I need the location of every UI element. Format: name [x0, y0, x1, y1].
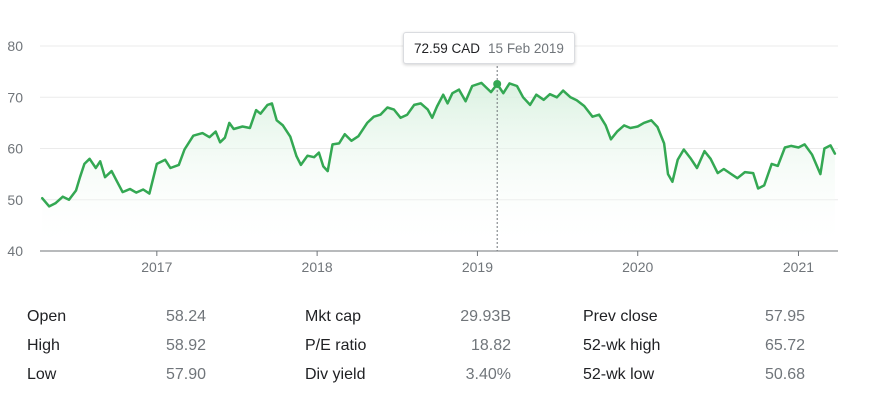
stat-label-prev-close: Prev close [583, 308, 658, 325]
stats-row: Low 57.90 Div yield 3.40% 52-wk low 50.6… [0, 360, 877, 389]
stat-label-52wk-low: 52-wk low [583, 366, 655, 383]
stats-row: Open 58.24 Mkt cap 29.93B Prev close 57.… [0, 302, 877, 331]
x-tick-label: 2019 [462, 259, 493, 275]
y-tick-label: 60 [7, 141, 23, 157]
stat-value-52wk-low: 50.68 [764, 366, 805, 383]
stat-label-open: Open [27, 308, 67, 325]
stock-chart[interactable]: 40 50 60 70 80 2017 2018 2019 2020 2021 [0, 0, 877, 290]
stats-row: High 58.92 P/E ratio 18.82 52-wk high 65… [0, 331, 877, 360]
tooltip-price: 72.59 CAD [414, 40, 481, 56]
stat-value-open: 58.24 [165, 308, 206, 325]
stat-label-low: Low [27, 366, 57, 383]
stat-value-div-yield: 3.40% [465, 366, 511, 383]
price-area-fill [42, 82, 835, 252]
tooltip-date: 15 Feb 2019 [488, 40, 564, 56]
stat-value-mkt-cap: 29.93B [460, 308, 511, 325]
y-tick-label: 70 [7, 89, 23, 105]
price-tooltip: 72.59 CAD 15 Feb 2019 [403, 32, 575, 64]
stats-table: Open 58.24 Mkt cap 29.93B Prev close 57.… [0, 300, 877, 400]
y-tick-label: 50 [7, 192, 23, 208]
stat-value-prev-close: 57.95 [764, 308, 805, 325]
stat-label-mkt-cap: Mkt cap [305, 308, 362, 325]
x-axis-ticks: 2017 2018 2019 2020 2021 [141, 251, 814, 275]
stat-label-pe-ratio: P/E ratio [305, 337, 367, 354]
stat-value-high: 58.92 [165, 337, 206, 354]
stat-value-pe-ratio: 18.82 [470, 337, 511, 354]
stat-label-div-yield: Div yield [305, 366, 366, 383]
x-tick-label: 2017 [141, 259, 172, 275]
price-line[interactable] [40, 81, 837, 208]
hover-point [493, 79, 502, 88]
stat-value-52wk-high: 65.72 [764, 337, 805, 354]
x-tick-label: 2020 [622, 259, 653, 275]
stat-label-high: High [27, 337, 60, 354]
x-tick-label: 2021 [783, 259, 814, 275]
x-tick-label: 2018 [302, 259, 333, 275]
y-tick-label: 40 [7, 243, 23, 259]
stat-value-low: 57.90 [165, 366, 206, 383]
stat-label-52wk-high: 52-wk high [583, 337, 661, 354]
y-tick-label: 80 [7, 38, 23, 54]
y-axis-ticks: 40 50 60 70 80 [7, 38, 23, 259]
